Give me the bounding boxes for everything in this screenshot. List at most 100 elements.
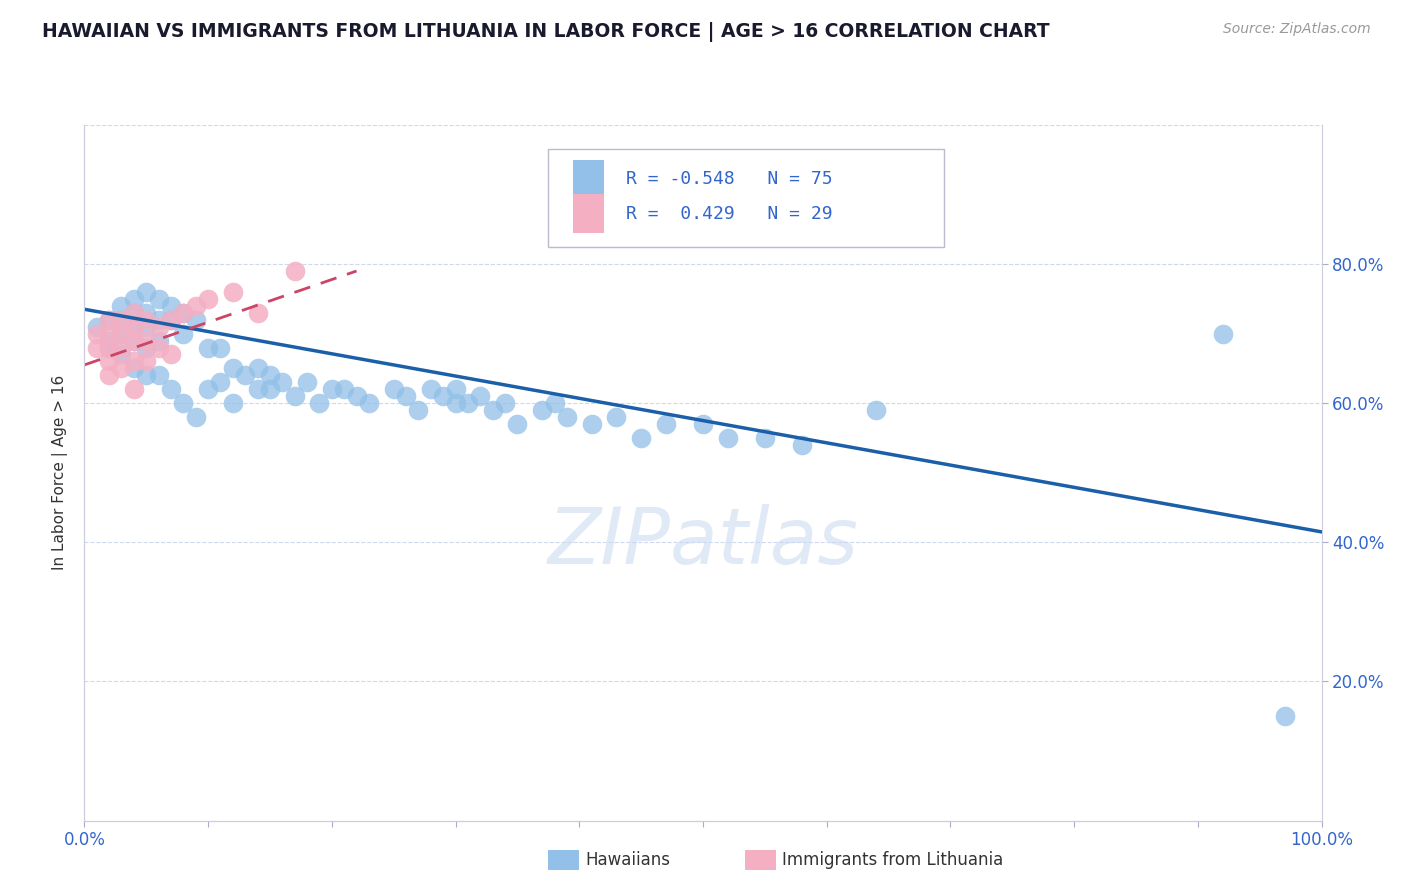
Point — [110, 361, 132, 376]
Point — [122, 354, 145, 368]
Point — [395, 389, 418, 403]
Point — [444, 396, 467, 410]
Point — [222, 396, 245, 410]
Point — [408, 403, 430, 417]
Point — [419, 382, 441, 396]
Point — [98, 368, 121, 383]
Point — [122, 334, 145, 348]
Point — [98, 312, 121, 326]
Point — [122, 306, 145, 320]
Point — [457, 396, 479, 410]
Point — [346, 389, 368, 403]
Point — [531, 403, 554, 417]
Point — [160, 382, 183, 396]
Point — [284, 264, 307, 278]
Point — [432, 389, 454, 403]
Point — [543, 396, 565, 410]
Point — [110, 326, 132, 341]
Point — [481, 403, 503, 417]
Point — [1274, 709, 1296, 723]
Point — [717, 431, 740, 445]
Point — [246, 306, 269, 320]
Point — [259, 382, 281, 396]
Point — [222, 361, 245, 376]
Text: HAWAIIAN VS IMMIGRANTS FROM LITHUANIA IN LABOR FORCE | AGE > 16 CORRELATION CHAR: HAWAIIAN VS IMMIGRANTS FROM LITHUANIA IN… — [42, 22, 1050, 42]
FancyBboxPatch shape — [574, 160, 605, 198]
Point — [444, 382, 467, 396]
Point — [122, 319, 145, 334]
Point — [357, 396, 380, 410]
Point — [110, 312, 132, 326]
Point — [630, 431, 652, 445]
Point — [295, 376, 318, 390]
Point — [605, 410, 627, 425]
Point — [246, 382, 269, 396]
Point — [135, 354, 157, 368]
Point — [581, 417, 603, 431]
Point — [135, 306, 157, 320]
Point — [86, 319, 108, 334]
Point — [110, 326, 132, 341]
FancyBboxPatch shape — [574, 194, 605, 233]
Text: R = -0.548   N = 75: R = -0.548 N = 75 — [626, 169, 832, 188]
Point — [135, 319, 157, 334]
Point — [184, 410, 207, 425]
Point — [86, 326, 108, 341]
Point — [321, 382, 343, 396]
Point — [160, 312, 183, 326]
Point — [98, 334, 121, 348]
Point — [470, 389, 492, 403]
Y-axis label: In Labor Force | Age > 16: In Labor Force | Age > 16 — [52, 376, 69, 570]
Point — [135, 312, 157, 326]
Point — [122, 361, 145, 376]
Text: Immigrants from Lithuania: Immigrants from Lithuania — [782, 851, 1002, 869]
Point — [98, 341, 121, 355]
Point — [692, 417, 714, 431]
Point — [246, 361, 269, 376]
Text: Source: ZipAtlas.com: Source: ZipAtlas.com — [1223, 22, 1371, 37]
Point — [172, 306, 194, 320]
Point — [184, 299, 207, 313]
FancyBboxPatch shape — [548, 149, 945, 247]
Point — [172, 306, 194, 320]
Point — [197, 292, 219, 306]
Point — [333, 382, 356, 396]
Point — [110, 347, 132, 361]
Point — [148, 292, 170, 306]
Point — [160, 312, 183, 326]
Point — [98, 341, 121, 355]
Point — [865, 403, 887, 417]
Point — [184, 312, 207, 326]
Point — [148, 319, 170, 334]
Point — [110, 299, 132, 313]
Point — [135, 341, 157, 355]
Point — [197, 341, 219, 355]
Point — [259, 368, 281, 383]
Point — [271, 376, 294, 390]
Point — [98, 354, 121, 368]
Point — [98, 312, 121, 326]
Point — [284, 389, 307, 403]
Point — [148, 334, 170, 348]
Point — [135, 334, 157, 348]
Point — [172, 326, 194, 341]
Point — [135, 285, 157, 299]
Text: R =  0.429   N = 29: R = 0.429 N = 29 — [626, 204, 832, 223]
Point — [197, 382, 219, 396]
Point — [122, 382, 145, 396]
Point — [148, 312, 170, 326]
Text: Hawaiians: Hawaiians — [585, 851, 669, 869]
Point — [209, 376, 232, 390]
Point — [160, 347, 183, 361]
Point — [555, 410, 578, 425]
Point — [148, 341, 170, 355]
Point — [135, 368, 157, 383]
Text: ZIPatlas: ZIPatlas — [547, 504, 859, 581]
Point — [209, 341, 232, 355]
Point — [86, 341, 108, 355]
Point — [222, 285, 245, 299]
Point — [122, 319, 145, 334]
Point — [1212, 326, 1234, 341]
Point — [122, 292, 145, 306]
Point — [110, 341, 132, 355]
